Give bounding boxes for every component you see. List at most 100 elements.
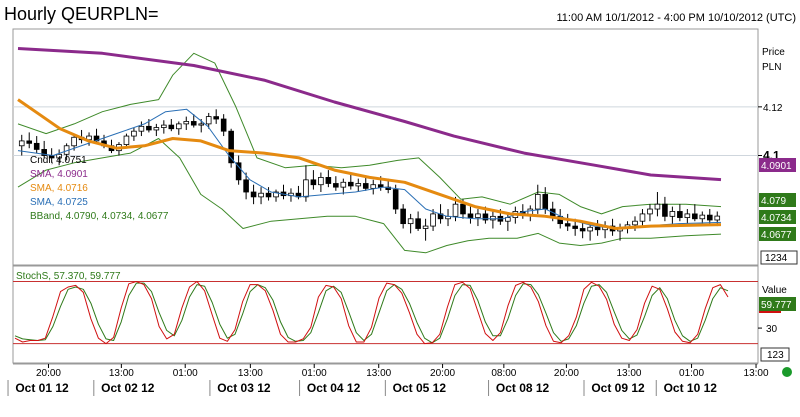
svg-text:4.0901: 4.0901 bbox=[761, 161, 792, 172]
candle bbox=[205, 112, 212, 129]
candle bbox=[220, 114, 227, 137]
candle bbox=[415, 211, 421, 231]
sma-mid-line bbox=[17, 98, 722, 230]
main-ytick-label: 4.12 bbox=[763, 103, 783, 114]
x-date-label: Oct 02 12 bbox=[101, 381, 155, 395]
x-tick-label: 08:00 bbox=[491, 368, 516, 379]
candle bbox=[228, 128, 234, 168]
stoch-badge-value: 59.777 bbox=[761, 300, 792, 311]
candle bbox=[310, 170, 317, 190]
candle bbox=[250, 184, 257, 205]
candle bbox=[265, 187, 272, 201]
candle bbox=[33, 136, 40, 154]
candle bbox=[213, 109, 219, 124]
candles bbox=[18, 109, 721, 241]
candle bbox=[430, 209, 436, 231]
candle bbox=[235, 155, 242, 185]
candle bbox=[677, 204, 683, 222]
svg-text:4.0677: 4.0677 bbox=[761, 230, 792, 241]
candle bbox=[467, 206, 474, 224]
x-tick-label: 20:00 bbox=[554, 368, 579, 379]
candle bbox=[564, 213, 571, 231]
candle bbox=[56, 149, 62, 166]
candle bbox=[669, 206, 676, 224]
stoch-legend: StochS, 57.370, 59.777 bbox=[16, 271, 121, 282]
stoch-badge: 59.777 bbox=[759, 297, 796, 313]
price-badge: 4.0734 bbox=[759, 210, 796, 224]
candle bbox=[362, 177, 369, 191]
x-date-label: Oct 03 12 bbox=[217, 381, 271, 395]
candle bbox=[348, 174, 354, 190]
legend-entry: SMA, 4.0725 bbox=[30, 197, 88, 208]
price-cursor-value: 1234 bbox=[765, 253, 788, 264]
candle bbox=[18, 134, 25, 156]
candle bbox=[579, 221, 586, 239]
candle bbox=[131, 127, 137, 141]
chart-title: Hourly QEURPLN= bbox=[4, 4, 159, 24]
stoch-d-line bbox=[14, 282, 729, 344]
legend-entry: BBand, 4.0790, 4.0734, 4.0677 bbox=[30, 211, 169, 222]
candle bbox=[153, 123, 160, 137]
candle bbox=[392, 184, 399, 214]
legend-entry: SMA, 4.0901 bbox=[30, 169, 88, 180]
candle bbox=[325, 170, 332, 188]
candle bbox=[475, 209, 481, 227]
stoch-lines bbox=[14, 281, 729, 345]
candle bbox=[175, 121, 182, 135]
candle bbox=[123, 133, 130, 149]
candle bbox=[41, 140, 47, 158]
stoch-panel bbox=[12, 265, 759, 364]
candle bbox=[594, 219, 601, 236]
candle bbox=[662, 196, 668, 222]
price-badge: 4.0901 bbox=[759, 158, 796, 172]
x-tick-label: 13:00 bbox=[238, 368, 263, 379]
status-indicator-icon[interactable] bbox=[782, 367, 792, 377]
sma-long-line bbox=[17, 47, 722, 182]
x-date-label: Oct 10 12 bbox=[664, 381, 718, 395]
candle bbox=[407, 213, 414, 234]
x-axis: 20:00 13:00 01:00 13:00 01:00 13:00 20:00 08:00… bbox=[7, 363, 769, 396]
candle bbox=[534, 184, 541, 214]
svg-text:4.079: 4.079 bbox=[761, 196, 786, 207]
candle bbox=[647, 204, 653, 222]
stoch-cursor-badge[interactable]: 123 bbox=[760, 347, 790, 362]
x-tick-label: 01:00 bbox=[679, 368, 704, 379]
x-tick-label: 13:00 bbox=[109, 368, 134, 379]
price-axis-unit: PLN bbox=[762, 62, 781, 73]
stoch-ytick-label: 30 bbox=[766, 324, 778, 335]
candle bbox=[161, 120, 167, 134]
candle bbox=[692, 204, 698, 222]
candle bbox=[273, 189, 279, 202]
bband-upper-line bbox=[17, 52, 722, 215]
x-date-label: Oct 08 12 bbox=[496, 381, 550, 395]
x-tick-label: 20:00 bbox=[430, 368, 455, 379]
x-date-label: Oct 04 12 bbox=[307, 381, 361, 395]
stoch-k-line bbox=[14, 281, 729, 345]
legend-entry: SMA, 4.0716 bbox=[30, 183, 88, 194]
candle bbox=[422, 218, 429, 241]
x-date-label: Oct 09 12 bbox=[591, 381, 645, 395]
x-date-label: Oct 01 12 bbox=[15, 381, 69, 395]
price-cursor-badge[interactable]: 1234 bbox=[760, 250, 798, 265]
candle bbox=[26, 132, 33, 149]
price-badge: 4.079 bbox=[759, 193, 796, 207]
candle bbox=[639, 209, 646, 227]
stoch-y-axis: Value 30 bbox=[758, 285, 787, 335]
candle bbox=[168, 119, 175, 132]
main-gridlines bbox=[13, 106, 758, 157]
candle bbox=[355, 178, 362, 193]
date-range: 11:00 AM 10/1/2012 - 4:00 PM 10/10/2012 … bbox=[557, 12, 797, 24]
price-badges: 4.0901 4.079 4.0734 4.0677 bbox=[759, 158, 796, 241]
candle bbox=[190, 114, 197, 128]
candle bbox=[340, 178, 347, 195]
candle bbox=[490, 211, 496, 229]
x-tick-label: 01:00 bbox=[173, 368, 198, 379]
candle bbox=[303, 165, 309, 202]
x-tick-label: 01:00 bbox=[302, 368, 327, 379]
candle bbox=[333, 176, 339, 191]
candle bbox=[318, 172, 324, 193]
candle bbox=[183, 116, 190, 130]
x-tick-label: 20:00 bbox=[36, 368, 61, 379]
price-badge: 4.0677 bbox=[759, 227, 796, 241]
candle bbox=[654, 192, 661, 217]
